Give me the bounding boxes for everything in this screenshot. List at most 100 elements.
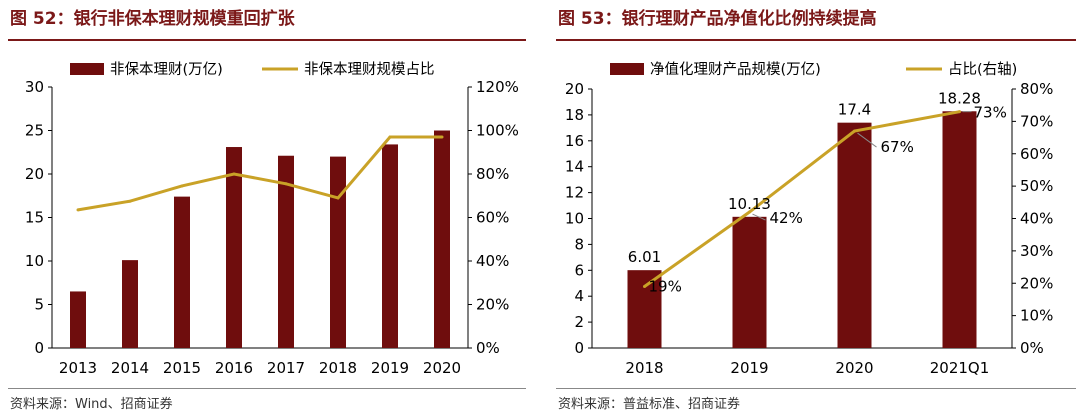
left-y-tick-label: 4 — [574, 287, 584, 305]
left-y-tick-label: 10 — [25, 252, 44, 270]
legend-bar-label: 非保本理财(万亿) — [110, 61, 223, 78]
right-y-tick-label: 40% — [476, 252, 509, 270]
legend-bar-swatch — [70, 63, 104, 75]
x-tick-label: 2019 — [730, 359, 768, 377]
x-tick-label: 2021Q1 — [930, 359, 990, 377]
left-y-tick-label: 2 — [574, 313, 584, 331]
left-y-tick-label: 0 — [574, 339, 584, 357]
share-point — [748, 210, 751, 214]
share-point — [643, 284, 646, 288]
right-y-tick-label: 100% — [476, 122, 519, 140]
left-chart-panel: 图 52：银行非保本理财规模重回扩张 0 5 10 15 20 25 30 0% 20% 40% 6… — [0, 0, 530, 417]
legend-line-label: 非保本理财规模占比 — [304, 61, 435, 78]
share-point — [440, 135, 444, 139]
legend-bar-swatch — [610, 63, 644, 75]
bar-value-label: 18.28 — [938, 89, 981, 107]
left-source-note: 资料来源：Wind、招商证券 — [10, 397, 173, 412]
share-value-label: 67% — [881, 138, 914, 156]
bar-2013 — [70, 291, 86, 348]
left-y-tick-label: 8 — [574, 235, 584, 253]
share-point — [284, 182, 288, 186]
right-source-divider — [556, 388, 1076, 389]
bar-2019 — [732, 216, 767, 348]
x-tick-label: 2019 — [371, 359, 409, 377]
right-y-tick-label: 40% — [1020, 210, 1053, 228]
right-y-tick-label: 20% — [476, 296, 509, 314]
right-source-note: 资料来源：普益标准、招商证券 — [558, 397, 741, 412]
bar-2021q1 — [942, 111, 977, 348]
right-y-tick-label: 60% — [1020, 145, 1053, 163]
x-tick-label: 2014 — [111, 359, 149, 377]
share-point — [180, 184, 184, 188]
share-point — [388, 135, 392, 139]
x-tick-label: 2020 — [835, 359, 873, 377]
right-y-tick-label: 50% — [1020, 177, 1053, 195]
share-value-label: 19% — [649, 277, 682, 295]
right-chart-title: 图 53：银行理财产品净值化比例持续提高 — [558, 9, 877, 29]
share-label-leader — [752, 213, 766, 221]
right-y-tick-label: 60% — [476, 209, 509, 227]
share-value-label: 42% — [770, 209, 803, 227]
left-chart-title: 图 52：银行非保本理财规模重回扩张 — [10, 9, 295, 29]
share-point — [128, 199, 132, 203]
left-y-tick-label: 16 — [565, 132, 584, 150]
right-y-tick-label: 30% — [1020, 242, 1053, 260]
left-y-tick-label: 15 — [25, 209, 44, 227]
share-point — [76, 208, 80, 212]
left-y-tick-label: 14 — [565, 158, 584, 176]
share-label-leader — [857, 132, 877, 148]
left-chart: 0 5 10 15 20 25 30 0% 20% 40% 60% 80% 100% 120% 2013 20… — [25, 61, 519, 377]
right-y-tick-label: 70% — [1020, 112, 1053, 130]
share-point — [958, 110, 961, 114]
bar-2016 — [226, 147, 242, 348]
left-y-tick-label: 20 — [25, 165, 44, 183]
x-tick-label: 2016 — [215, 359, 253, 377]
bar-2018 — [627, 270, 662, 348]
right-y-tick-label: 0% — [476, 339, 500, 357]
left-y-tick-label: 18 — [565, 106, 584, 124]
bar-value-label: 6.01 — [628, 248, 661, 266]
left-y-tick-label: 20 — [565, 80, 584, 98]
left-y-tick-label: 5 — [34, 296, 44, 314]
bar-value-label: 17.4 — [838, 101, 871, 119]
left-y-tick-label: 25 — [25, 122, 44, 140]
share-value-label: 73% — [974, 104, 1007, 122]
left-title-divider — [8, 39, 526, 41]
bar-2018 — [330, 156, 346, 348]
share-point — [336, 196, 340, 200]
bar-value-label: 10.13 — [728, 195, 771, 213]
right-chart: 0 2 4 6 8 10 12 14 16 18 20 0% 10% 20% 30% 40% 50% 60% 70%… — [565, 61, 1053, 377]
left-y-tick-label: 30 — [25, 78, 44, 96]
x-tick-label: 2015 — [163, 359, 201, 377]
left-source-divider — [8, 388, 526, 389]
x-tick-label: 2020 — [423, 359, 461, 377]
bar-2020 — [434, 130, 450, 348]
share-point — [232, 172, 236, 176]
bar-2019 — [382, 144, 398, 348]
left-y-tick-label: 10 — [565, 210, 584, 228]
bar-2020 — [837, 122, 872, 348]
x-tick-label: 2017 — [267, 359, 305, 377]
left-y-tick-label: 6 — [574, 261, 584, 279]
right-title-divider — [556, 39, 1076, 41]
share-line — [643, 110, 960, 288]
left-y-tick-label: 0 — [34, 339, 44, 357]
right-y-tick-label: 80% — [476, 165, 509, 183]
x-tick-label: 2018 — [625, 359, 663, 377]
bar-2014 — [122, 260, 138, 348]
right-y-tick-label: 120% — [476, 78, 519, 96]
bar-2015 — [174, 196, 190, 348]
bar-2017 — [278, 155, 294, 348]
right-y-tick-label: 0% — [1020, 339, 1044, 357]
right-chart-panel: 图 53：银行理财产品净值化比例持续提高 0 2 4 6 8 10 12 14 16 18 20 0%… — [548, 0, 1080, 417]
share-line — [77, 135, 442, 212]
x-tick-label: 2013 — [59, 359, 97, 377]
right-y-tick-label: 10% — [1020, 307, 1053, 325]
x-tick-label: 2018 — [319, 359, 357, 377]
legend-line-label: 占比(右轴) — [948, 61, 1017, 78]
legend-bar-label: 净值化理财产品规模(万亿) — [650, 61, 821, 78]
right-y-tick-label: 80% — [1020, 80, 1053, 98]
share-point — [853, 129, 856, 133]
right-y-tick-label: 20% — [1020, 274, 1053, 292]
left-y-tick-label: 12 — [565, 184, 584, 202]
